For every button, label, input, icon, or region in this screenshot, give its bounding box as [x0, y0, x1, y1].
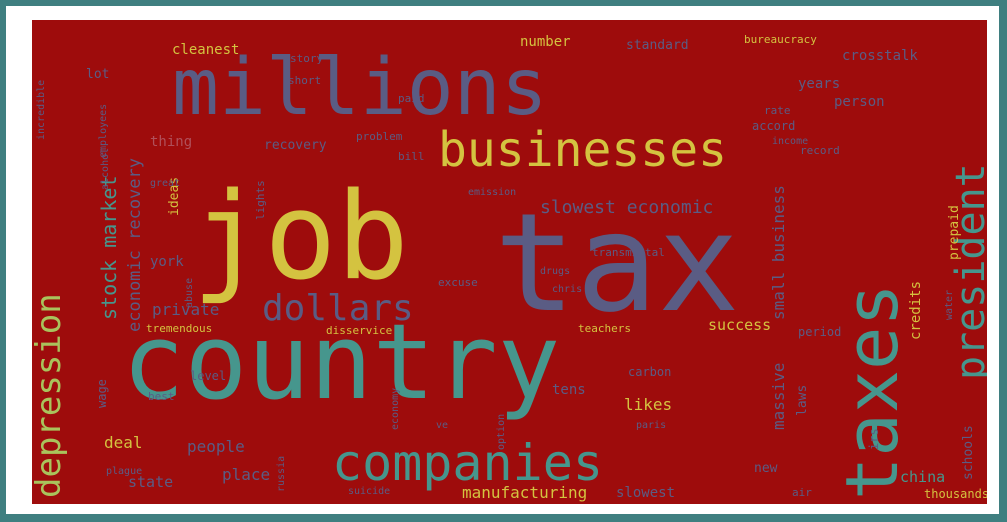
word-success: success [708, 316, 771, 334]
word-country: country [122, 301, 560, 423]
word-tens: tens [552, 382, 586, 398]
word-incredible: incredible [36, 80, 47, 140]
word-carbon: carbon [628, 365, 671, 379]
word-lot: lot [86, 67, 109, 82]
word-disservice: disservice [326, 324, 392, 337]
word-income: income [772, 136, 808, 147]
word-alcohol: alcohol [100, 148, 111, 190]
word-slowest-economic: slowest economic [540, 197, 713, 218]
word-schools: schools [961, 425, 976, 480]
word-small-business: small business [769, 185, 788, 320]
word-cleanest: cleanest [172, 42, 239, 58]
word-people: people [187, 437, 245, 456]
word-wage: wage [95, 379, 109, 408]
word-credits: credits [908, 281, 924, 340]
word-transmittal: transmittal [592, 246, 665, 259]
word-standard: standard [626, 38, 689, 53]
word-record: record [800, 144, 840, 157]
word-crosstalk: crosstalk [842, 48, 918, 64]
word-ideas: ideas [167, 177, 182, 216]
word-best: best [148, 390, 175, 403]
word-laws: laws [795, 385, 810, 416]
word-plague: plague [106, 466, 142, 477]
word-recovery: recovery [264, 138, 327, 153]
word-story: story [290, 52, 323, 65]
word-state: state [128, 473, 173, 491]
word-number: number [520, 34, 571, 50]
word-rate: rate [764, 104, 791, 117]
word-new: new [754, 461, 778, 476]
word-lights: lights [254, 180, 267, 220]
word-china: china [900, 468, 945, 486]
word-great: great [150, 178, 180, 189]
word-job: job [192, 168, 409, 307]
word-period: period [798, 325, 841, 339]
word-york: york [150, 254, 184, 270]
word-short: short [288, 74, 321, 87]
image-frame: country job tax millions taxes businesses comp… [6, 6, 999, 514]
word-bill: bill [398, 150, 425, 163]
word-option: option [496, 414, 507, 450]
word-excuse: excuse [438, 276, 478, 289]
word-place: place [222, 465, 270, 484]
word-economic-recovery: economic recovery [125, 158, 145, 332]
word-thousands: thousands [924, 487, 987, 501]
word-suicide: suicide [348, 486, 390, 497]
word-president: president [948, 163, 987, 380]
word-level: level [190, 369, 226, 383]
word-stock-market: stock market [97, 176, 121, 321]
word-teachers: teachers [578, 322, 631, 335]
word-accord: accord [752, 119, 795, 133]
word-employees: employees [98, 104, 109, 158]
word-tax: tax [494, 185, 740, 343]
word-deal: deal [104, 433, 143, 452]
word-cloud: country job tax millions taxes businesses comp… [32, 20, 987, 504]
word-ve: ve [436, 420, 448, 431]
word-years: years [798, 76, 840, 92]
word-chris: chris [552, 284, 582, 295]
word-businesses: businesses [438, 122, 727, 178]
word-prepaid: prepaid [947, 205, 962, 260]
word-millions: millions [172, 43, 548, 133]
word-person: person [834, 94, 885, 110]
word-tremendous: tremendous [146, 322, 212, 335]
word-dollars: dollars [262, 288, 414, 329]
word-irs: irs [867, 428, 881, 450]
word-water: water [944, 290, 955, 320]
word-likes: likes [624, 395, 672, 414]
word-depression: depression [32, 293, 69, 498]
cloud-background [32, 20, 987, 504]
word-russia: russia [276, 456, 287, 492]
word-massive: massive [769, 363, 788, 430]
word-drugs: drugs [540, 266, 570, 277]
word-abuse: abuse [184, 278, 195, 308]
word-paris: paris [636, 420, 666, 431]
word-private: private [152, 300, 219, 319]
word-companies: companies [332, 434, 603, 492]
word-economy: economy [390, 388, 401, 430]
word-problem: problem [356, 130, 403, 143]
word-paid: paid [398, 92, 425, 105]
word-emission: emission [468, 187, 516, 198]
word-air: air [792, 486, 812, 499]
word-manufacturing: manufacturing [462, 483, 587, 502]
word-bureaucracy: bureaucracy [744, 33, 817, 46]
word-thing: thing [150, 134, 192, 150]
word-slowest: slowest [616, 485, 675, 501]
word-taxes: taxes [830, 283, 914, 500]
